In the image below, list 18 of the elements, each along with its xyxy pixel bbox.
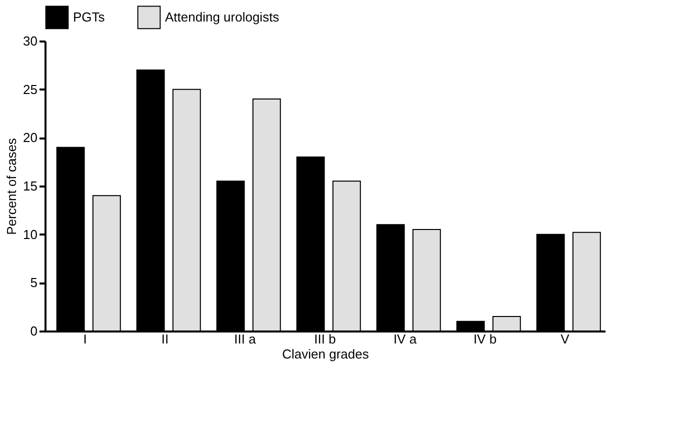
x-tick-label: V — [560, 332, 570, 346]
x-tick-label: I — [83, 332, 87, 346]
y-tick-label: 20 — [23, 130, 38, 146]
y-tick-label: 30 — [23, 34, 38, 48]
x-tick-label: IV b — [473, 332, 497, 346]
y-axis-title: Percent of cases — [4, 138, 20, 235]
x-tick-label: III b — [314, 332, 336, 346]
x-tick-label: II — [161, 332, 169, 346]
x-tick-label: III a — [234, 332, 257, 346]
legend-label: Attending urologists — [165, 9, 280, 24]
y-tick-label: 10 — [23, 226, 38, 242]
x-axis-title: Clavien grades — [282, 346, 370, 362]
x-tick-label: IV a — [393, 332, 418, 346]
y-tick-label: 15 — [23, 178, 38, 194]
y-tick-label: 25 — [23, 82, 38, 97]
y-tick-label: 5 — [30, 275, 38, 290]
legend-label: PGTs — [73, 9, 106, 24]
y-tick-label: 0 — [30, 324, 38, 338]
